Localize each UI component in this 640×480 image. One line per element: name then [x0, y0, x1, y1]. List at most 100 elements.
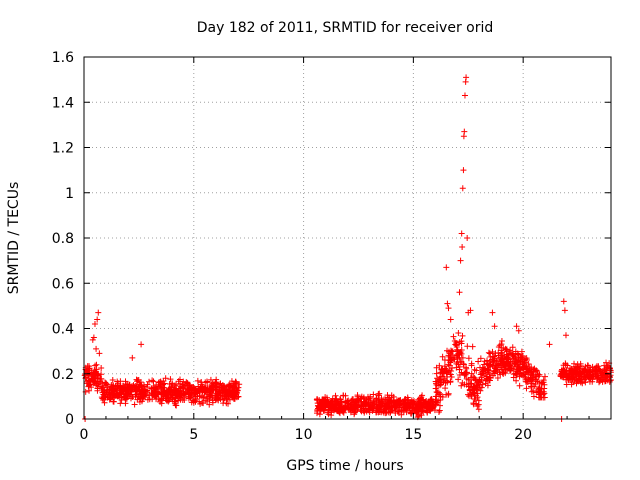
data-point [369, 407, 376, 414]
data-point [409, 401, 416, 408]
data-point [220, 396, 227, 403]
data-point [347, 401, 354, 408]
plot-frame [83, 56, 612, 420]
data-point [180, 394, 187, 401]
data-point [319, 401, 326, 408]
data-point [599, 378, 606, 385]
data-point [334, 408, 341, 415]
data-point [433, 364, 440, 371]
data-point [434, 389, 441, 396]
data-point [148, 390, 155, 397]
data-point [532, 372, 539, 379]
data-point [479, 370, 486, 377]
data-point [432, 401, 439, 408]
data-point [490, 353, 497, 360]
data-point [212, 380, 219, 387]
data-point [507, 360, 514, 367]
data-point [438, 365, 445, 372]
data-point [138, 398, 145, 405]
data-point [220, 383, 227, 390]
data-point [93, 345, 100, 352]
data-point [443, 368, 450, 375]
x-tick-label: 5 [189, 427, 198, 443]
data-point [500, 370, 507, 377]
data-point [98, 365, 105, 372]
y-axis-label: SRMTID / TECUs [6, 182, 22, 295]
data-point [541, 394, 548, 401]
data-point [445, 352, 452, 359]
data-point [376, 409, 383, 416]
data-point [404, 402, 411, 409]
data-point [169, 380, 176, 387]
y-tick-label: 1.2 [52, 141, 74, 157]
data-point [520, 360, 527, 367]
x-axis-label: GPS time / hours [286, 458, 403, 474]
data-point [103, 380, 110, 387]
data-point [451, 338, 458, 345]
data-point [138, 341, 145, 348]
data-point [417, 401, 424, 408]
data-point [440, 378, 447, 385]
data-point [126, 391, 133, 398]
data-point [198, 381, 205, 388]
data-point [135, 394, 142, 401]
data-point [354, 406, 361, 413]
data-point [133, 387, 140, 394]
data-point [108, 381, 115, 388]
data-point [492, 367, 499, 374]
data-point [223, 391, 230, 398]
data-point [584, 362, 591, 369]
data-point [486, 371, 493, 378]
data-point [502, 345, 509, 352]
data-point [447, 378, 454, 385]
data-point [462, 369, 469, 376]
data-point [415, 413, 422, 420]
y-tick-label: 1.4 [52, 95, 74, 111]
data-point [90, 370, 97, 377]
data-point [498, 338, 505, 345]
data-point [150, 378, 157, 385]
data-point [233, 386, 240, 393]
data-point [441, 357, 448, 364]
data-point [593, 363, 600, 370]
x-tick-label: 15 [404, 427, 422, 443]
data-point [466, 380, 473, 387]
data-point [171, 400, 178, 407]
data-point [86, 387, 93, 394]
data-point [468, 362, 475, 369]
y-tick-label: 0.6 [52, 276, 74, 292]
data-point [598, 370, 605, 377]
data-point [508, 364, 515, 371]
data-point [216, 384, 223, 391]
data-point [168, 384, 175, 391]
data-point [513, 323, 520, 330]
data-point [507, 347, 514, 354]
data-point [560, 298, 567, 305]
y-tick-label: 1.6 [52, 50, 74, 66]
data-point [453, 342, 460, 349]
data-point [514, 359, 521, 366]
data-point [381, 407, 388, 414]
data-point [209, 397, 216, 404]
data-point [494, 375, 501, 382]
data-point [464, 235, 471, 241]
data-point [136, 381, 143, 388]
data-point [568, 377, 575, 384]
data-point [464, 343, 471, 350]
data-point [184, 380, 191, 387]
x-tick-label: 20 [514, 427, 532, 443]
data-point [167, 376, 174, 383]
data-point [318, 405, 325, 412]
data-point [458, 382, 465, 389]
data-point [94, 375, 101, 382]
data-point [461, 92, 468, 99]
data-point [487, 358, 494, 365]
data-point [458, 230, 465, 237]
data-point [420, 397, 427, 404]
data-point [579, 380, 586, 387]
data-point [562, 332, 569, 339]
data-point [477, 355, 484, 362]
data-point [203, 378, 210, 385]
data-point [393, 404, 400, 411]
data-point [515, 351, 522, 358]
